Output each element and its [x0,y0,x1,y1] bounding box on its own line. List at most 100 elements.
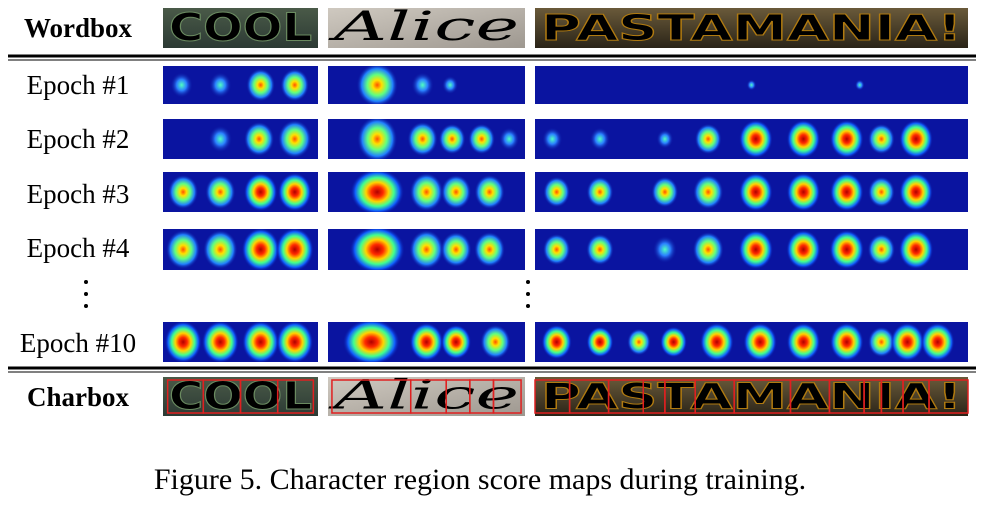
caption: Figure 5. Character region score maps du… [154,463,806,496]
score-blob [656,129,674,149]
score-blob [652,235,677,264]
score-blob [205,174,236,210]
score-blob [280,68,310,102]
score-blob [786,119,821,159]
score-blobs [543,172,933,212]
row-label: Wordbox [24,13,133,43]
score-map [328,172,525,212]
score-blob [589,127,611,151]
score-blob [440,324,472,360]
score-blob [586,326,614,358]
score-blob [786,229,821,270]
image-word: PASTAMANIA! [541,377,962,418]
score-blob [898,229,934,270]
score-blob [694,123,722,155]
row-label: Epoch #4 [27,233,130,263]
score-blob [739,119,773,159]
score-blob [660,326,687,358]
score-map [535,66,968,104]
score-blob [356,66,398,104]
score-blob [651,176,679,208]
score-blob [738,229,774,270]
score-map [163,66,318,104]
score-blob [201,322,239,362]
score-map [163,172,318,212]
score-blob [409,229,444,270]
score-blob [276,322,314,362]
char-box [492,379,522,414]
score-blob [243,172,278,212]
score-blobs [170,68,310,102]
score-blobs [542,119,933,159]
score-blob [829,322,864,362]
score-map [163,322,318,362]
row-label: Epoch #2 [27,124,130,154]
score-blob [168,174,199,210]
score-blob [829,172,864,212]
score-blob [474,231,506,268]
score-blob [277,172,312,212]
score-blob [480,324,511,360]
score-blobs [164,322,314,362]
score-blob [349,229,405,270]
score-blobs [356,66,459,104]
score-blob [854,79,865,91]
score-blob [350,172,405,212]
score-blob [829,229,864,270]
score-blob [409,172,444,212]
row-label: Epoch #3 [27,179,130,209]
score-blob [209,72,232,98]
score-blobs [165,229,314,270]
score-blob [208,125,233,153]
score-blobs [168,172,312,212]
score-blob [242,322,280,362]
score-blob [586,176,614,208]
score-map [328,322,525,362]
score-blob [442,75,459,95]
score-blob [438,123,466,155]
score-blobs [208,119,312,159]
score-blobs [349,229,506,270]
image-word: COOL [169,6,312,50]
score-blob [867,176,895,208]
score-blob [543,176,571,208]
score-blob [739,172,773,212]
score-blob [277,119,312,159]
score-blobs [350,172,505,212]
score-blob [440,231,472,268]
score-blob [743,322,777,362]
score-blob [243,121,275,157]
score-map [328,66,525,104]
score-blob [700,322,734,362]
score-blob [829,119,864,159]
score-blob [586,233,614,266]
char-box [276,379,315,414]
char-box [928,379,969,414]
score-map [163,229,318,270]
word-image [328,377,525,416]
score-blob [170,72,193,98]
score-blob [786,172,821,212]
score-blob [899,119,933,159]
score-blob [541,324,572,360]
score-blob [867,233,896,266]
score-blobs [746,79,865,91]
score-blobs [357,119,520,159]
score-blob [409,322,444,362]
score-blob [407,121,438,157]
score-blob [693,174,724,210]
score-map [535,172,968,212]
score-blob [542,233,571,266]
score-blob [692,231,724,268]
score-blob [241,229,280,270]
score-blob [203,229,238,270]
score-blob [786,322,821,362]
image-word: PASTAMANIA! [541,8,962,49]
score-blob [411,72,434,98]
score-map [163,119,318,159]
score-blob [627,328,651,356]
score-blob [867,326,895,358]
row-label: Epoch #1 [27,70,130,100]
